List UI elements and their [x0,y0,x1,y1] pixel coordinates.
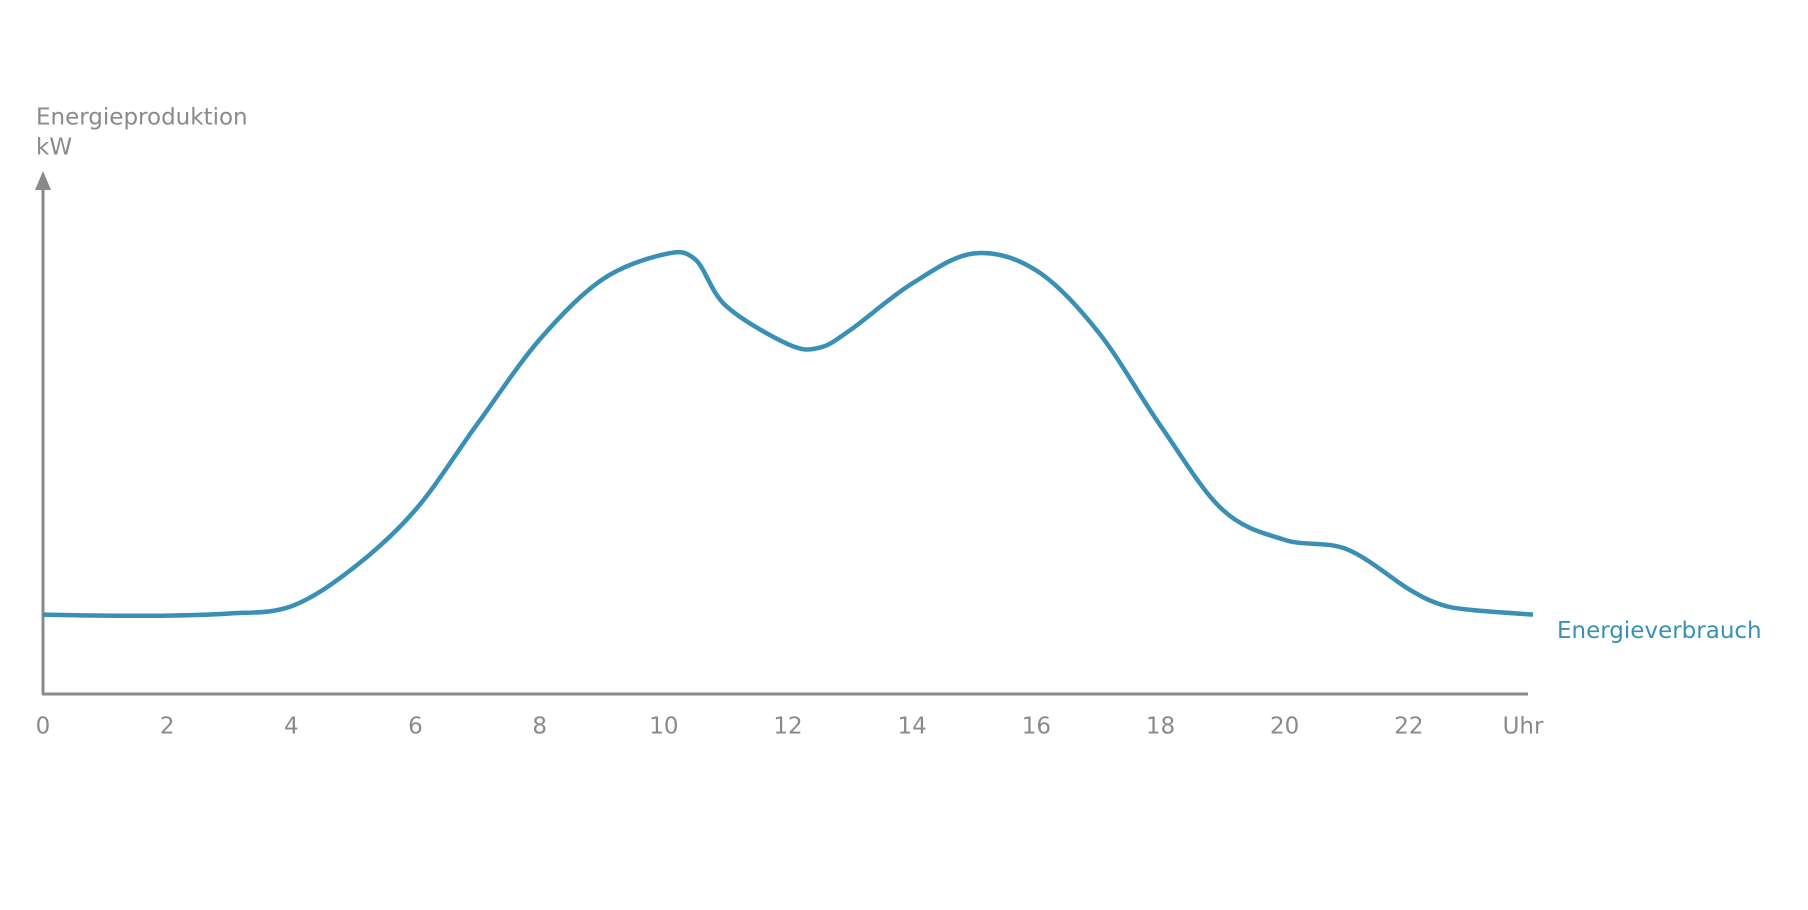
x-tick-label: 8 [532,714,547,740]
x-tick-label: 0 [36,714,51,740]
x-tick-label: 12 [773,714,802,740]
y-axis-unit: kW [36,135,72,161]
x-tick-label: 10 [649,714,678,740]
x-tick-label: 16 [1022,714,1051,740]
x-tick-label: 14 [898,714,927,740]
x-tick-label: 22 [1394,714,1423,740]
x-tick-label: 6 [408,714,423,740]
line [42,249,1534,619]
x-tick-label: 4 [284,714,299,740]
x-tick-label: Uhr [1503,714,1544,740]
x-tick-label: 2 [160,714,175,740]
y-axis-label: Energieproduktion [36,105,248,131]
series-label: Energieverbrauch [1557,618,1762,644]
x-tick-label: 18 [1146,714,1175,740]
y-axis-arrow [35,171,51,190]
x-tick-label: 20 [1270,714,1299,740]
